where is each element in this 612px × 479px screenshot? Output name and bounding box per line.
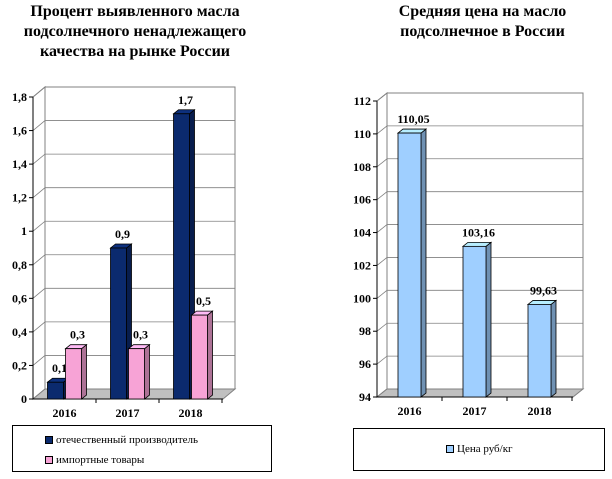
chart2-data-label: 110,05	[397, 112, 429, 126]
legend-swatch-import	[45, 456, 53, 464]
chart2-bar-front	[462, 245, 487, 398]
chart2-xtick-label: 2017	[463, 404, 487, 418]
chart1-data-label: 1,7	[178, 93, 193, 107]
chart2-bar-front	[397, 132, 422, 398]
legend-swatch-price	[446, 445, 454, 453]
chart1-data-label: 0,3	[70, 328, 85, 342]
chart1-bar-front	[173, 113, 190, 400]
legend-item-import: импортные товары	[45, 454, 144, 466]
chart2-gridline	[376, 322, 583, 332]
chart2-ytick-label: 108	[353, 160, 371, 174]
chart1-gridline	[32, 355, 235, 366]
chart1-gridline	[32, 321, 235, 333]
chart1-ytick-label: 0	[21, 392, 27, 406]
chart2-gridline	[376, 289, 583, 299]
chart2-gridline	[376, 224, 583, 233]
chart2-gridline	[376, 92, 583, 102]
chart2-bar-Цена-руб-кг-2016	[396, 128, 428, 398]
chart1-ytick-label: 1,4	[12, 157, 27, 171]
chart2-bar-Цена-руб-кг-2018	[526, 299, 558, 398]
chart1-ytick-label: 1,2	[12, 191, 27, 205]
legend-label-domestic: отечественный производитель	[56, 434, 199, 446]
chart1-legend: отечественный производитель импортные то…	[12, 425, 272, 472]
chart1-gridline	[32, 220, 235, 232]
chart2-gridline	[376, 191, 583, 200]
chart2-ytick-label: 112	[354, 94, 371, 108]
chart2-data-label: 99,63	[530, 283, 557, 297]
legend-label-import: импортные товары	[56, 454, 145, 466]
chart2-bar-side	[485, 241, 492, 398]
legend-item-domestic: отечественный производитель	[45, 434, 198, 446]
chart1-bar-side	[144, 343, 150, 400]
chart1-gridline	[32, 254, 235, 266]
legend-swatch-domestic	[45, 436, 53, 444]
chart2-side-wall	[376, 91, 388, 399]
chart1-bar-side	[207, 310, 213, 400]
chart2-xtick-label: 2016	[398, 404, 422, 418]
chart1-ytick-label: 0,2	[12, 358, 27, 372]
chart2-bar-top	[461, 241, 493, 247]
chart1-gridline	[32, 153, 235, 165]
chart2-bar-side	[420, 128, 427, 398]
chart2-bar-front	[527, 304, 552, 398]
chart2-ytick-label: 104	[353, 226, 371, 240]
chart2-gridline	[376, 355, 583, 365]
chart2-bar-top	[526, 300, 558, 305]
chart1-side-wall	[32, 85, 46, 401]
chart1-ytick-label: 1,6	[12, 124, 27, 138]
chart2-ytick-label: 102	[353, 258, 371, 272]
chart2-gridline	[376, 125, 583, 135]
chart1-data-label: 0,9	[115, 227, 130, 241]
chart1-gridline	[32, 86, 235, 98]
chart2-bar-top	[396, 128, 428, 134]
chart1-ytick-label: 0,4	[12, 325, 27, 339]
chart2-gridline	[376, 257, 583, 266]
chart1-bar-front	[110, 247, 127, 400]
chart1-ytick-label: 1,8	[12, 90, 27, 104]
chart2-ytick-label: 94	[359, 390, 371, 404]
chart2-xtick-label: 2018	[528, 404, 552, 418]
chart1-ytick-label: 1	[21, 224, 27, 238]
chart1-bar-front	[47, 381, 64, 400]
chart1-ytick-label: 0,8	[12, 258, 27, 272]
chart2-title: Средняя цена на масло подсолнечное в Рос…	[398, 3, 567, 40]
legend-item-price: Цена руб/кг	[446, 443, 513, 455]
chart1-data-label: 0,1	[52, 361, 67, 375]
chart1-bar-импортные-товары-2018	[190, 310, 214, 400]
legend-label-price: Цена руб/кг	[457, 443, 513, 455]
chart2-ytick-label: 96	[359, 357, 371, 371]
chart1-xtick-label: 2017	[116, 406, 140, 420]
chart1-gridline	[32, 287, 235, 299]
chart2-bar-Цена-руб-кг-2017	[461, 241, 493, 398]
chart1-gridline	[32, 120, 235, 131]
chart1-data-label: 0,3	[133, 328, 148, 342]
chart2-ytick-label: 106	[353, 193, 371, 207]
chart1-ytick-label: 0,6	[12, 291, 27, 305]
chart2-ytick-label: 110	[354, 127, 371, 141]
chart1-title: Процент выявленного масла подсолнечного …	[23, 3, 247, 60]
chart1-bar-импортные-товары-2017	[127, 343, 151, 400]
chart2-data-label: 103,16	[462, 225, 495, 239]
chart1-bar-front	[65, 348, 82, 400]
chart1-bar-импортные-товары-2016	[64, 343, 88, 400]
chart1-bar-front	[128, 348, 145, 400]
chart1-bar-front	[191, 314, 208, 400]
chart1-xtick-label: 2016	[53, 406, 77, 420]
chart2-ytick-label: 100	[353, 291, 371, 305]
chart1-xtick-label: 2018	[179, 406, 203, 420]
chart1-data-label: 0,5	[196, 294, 211, 308]
chart2-gridline	[376, 158, 583, 168]
chart2-legend: Цена руб/кг	[353, 428, 605, 471]
chart1-gridline	[32, 187, 235, 198]
chart2-bar-side	[550, 299, 557, 398]
chart1-bar-side	[81, 343, 87, 400]
chart2-ytick-label: 98	[359, 324, 371, 338]
